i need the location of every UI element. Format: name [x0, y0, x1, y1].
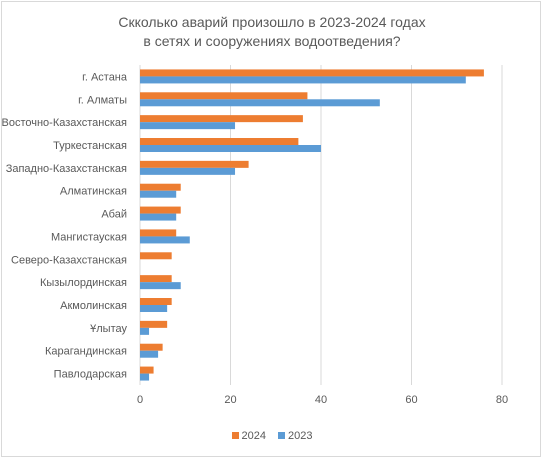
category-label: Западно-Казахстанская: [6, 163, 127, 175]
x-tick-label: 40: [315, 394, 327, 406]
legend-swatch: [278, 431, 285, 439]
bar-2024: [140, 320, 168, 328]
category-label: Павлодарская: [54, 369, 127, 381]
bar-2023: [140, 190, 177, 198]
x-tick-label: 60: [405, 394, 417, 406]
bar-2024: [140, 275, 172, 283]
legend-item-2023: 2023: [278, 430, 312, 442]
legend-item-2024: 2024: [231, 430, 266, 442]
bar-2023: [140, 327, 150, 335]
bar-2024: [140, 298, 172, 305]
bar-2023: [140, 122, 236, 130]
bar-2024: [140, 160, 249, 168]
category-label: Карагандинская: [45, 346, 127, 358]
chart-title-line-1: Скколько аварий произошло в 2023-2024 го…: [118, 14, 426, 30]
bar-2023: [140, 76, 466, 84]
bar-2023: [140, 282, 181, 290]
legend-label: 2024: [241, 430, 266, 442]
category-label: Восточно-Казахстанская: [1, 117, 127, 129]
legend-label: 2023: [288, 430, 313, 442]
category-label: Туркестанская: [53, 140, 127, 152]
bar-2024: [140, 343, 163, 351]
category-label: Абай: [101, 209, 127, 221]
bar-2023: [140, 236, 190, 244]
category-label: Мангистауская: [51, 231, 127, 243]
bar-2024: [140, 183, 181, 191]
category-label: Алматинская: [60, 186, 127, 198]
bar-2024: [140, 366, 154, 374]
bar-2023: [140, 213, 177, 221]
bar-2023: [140, 350, 159, 358]
chart-title: Скколько аварий произошло в 2023-2024 го…: [0, 13, 544, 51]
category-label: Северо-Казахстанская: [11, 254, 127, 266]
x-tick-label: 80: [496, 394, 508, 406]
bar-2023: [140, 99, 380, 107]
chart-legend: 2024 2023: [0, 430, 544, 442]
category-label: г. Астана: [82, 71, 128, 83]
category-label: Ұлытау: [90, 323, 127, 335]
category-label: г. Алматы: [78, 94, 127, 106]
bar-2024: [140, 252, 172, 260]
x-tick-label: 0: [137, 394, 143, 406]
legend-swatch: [231, 431, 239, 439]
bar-2024: [140, 138, 299, 145]
bar-2023: [140, 373, 150, 381]
category-label: Кызылординская: [40, 277, 127, 289]
chart-title-line-2: в сетях и сооружениях водоотведения?: [143, 33, 401, 49]
bar-2024: [140, 69, 484, 77]
category-label: Акмолинская: [60, 300, 127, 312]
x-tick-label: 20: [224, 394, 236, 406]
bar-2024: [140, 206, 181, 214]
bar-2023: [140, 167, 236, 175]
bar-2024: [140, 92, 308, 100]
bar-2023: [140, 305, 168, 312]
bar-2024: [140, 115, 303, 123]
bar-2023: [140, 145, 321, 152]
bar-2024: [140, 229, 177, 237]
